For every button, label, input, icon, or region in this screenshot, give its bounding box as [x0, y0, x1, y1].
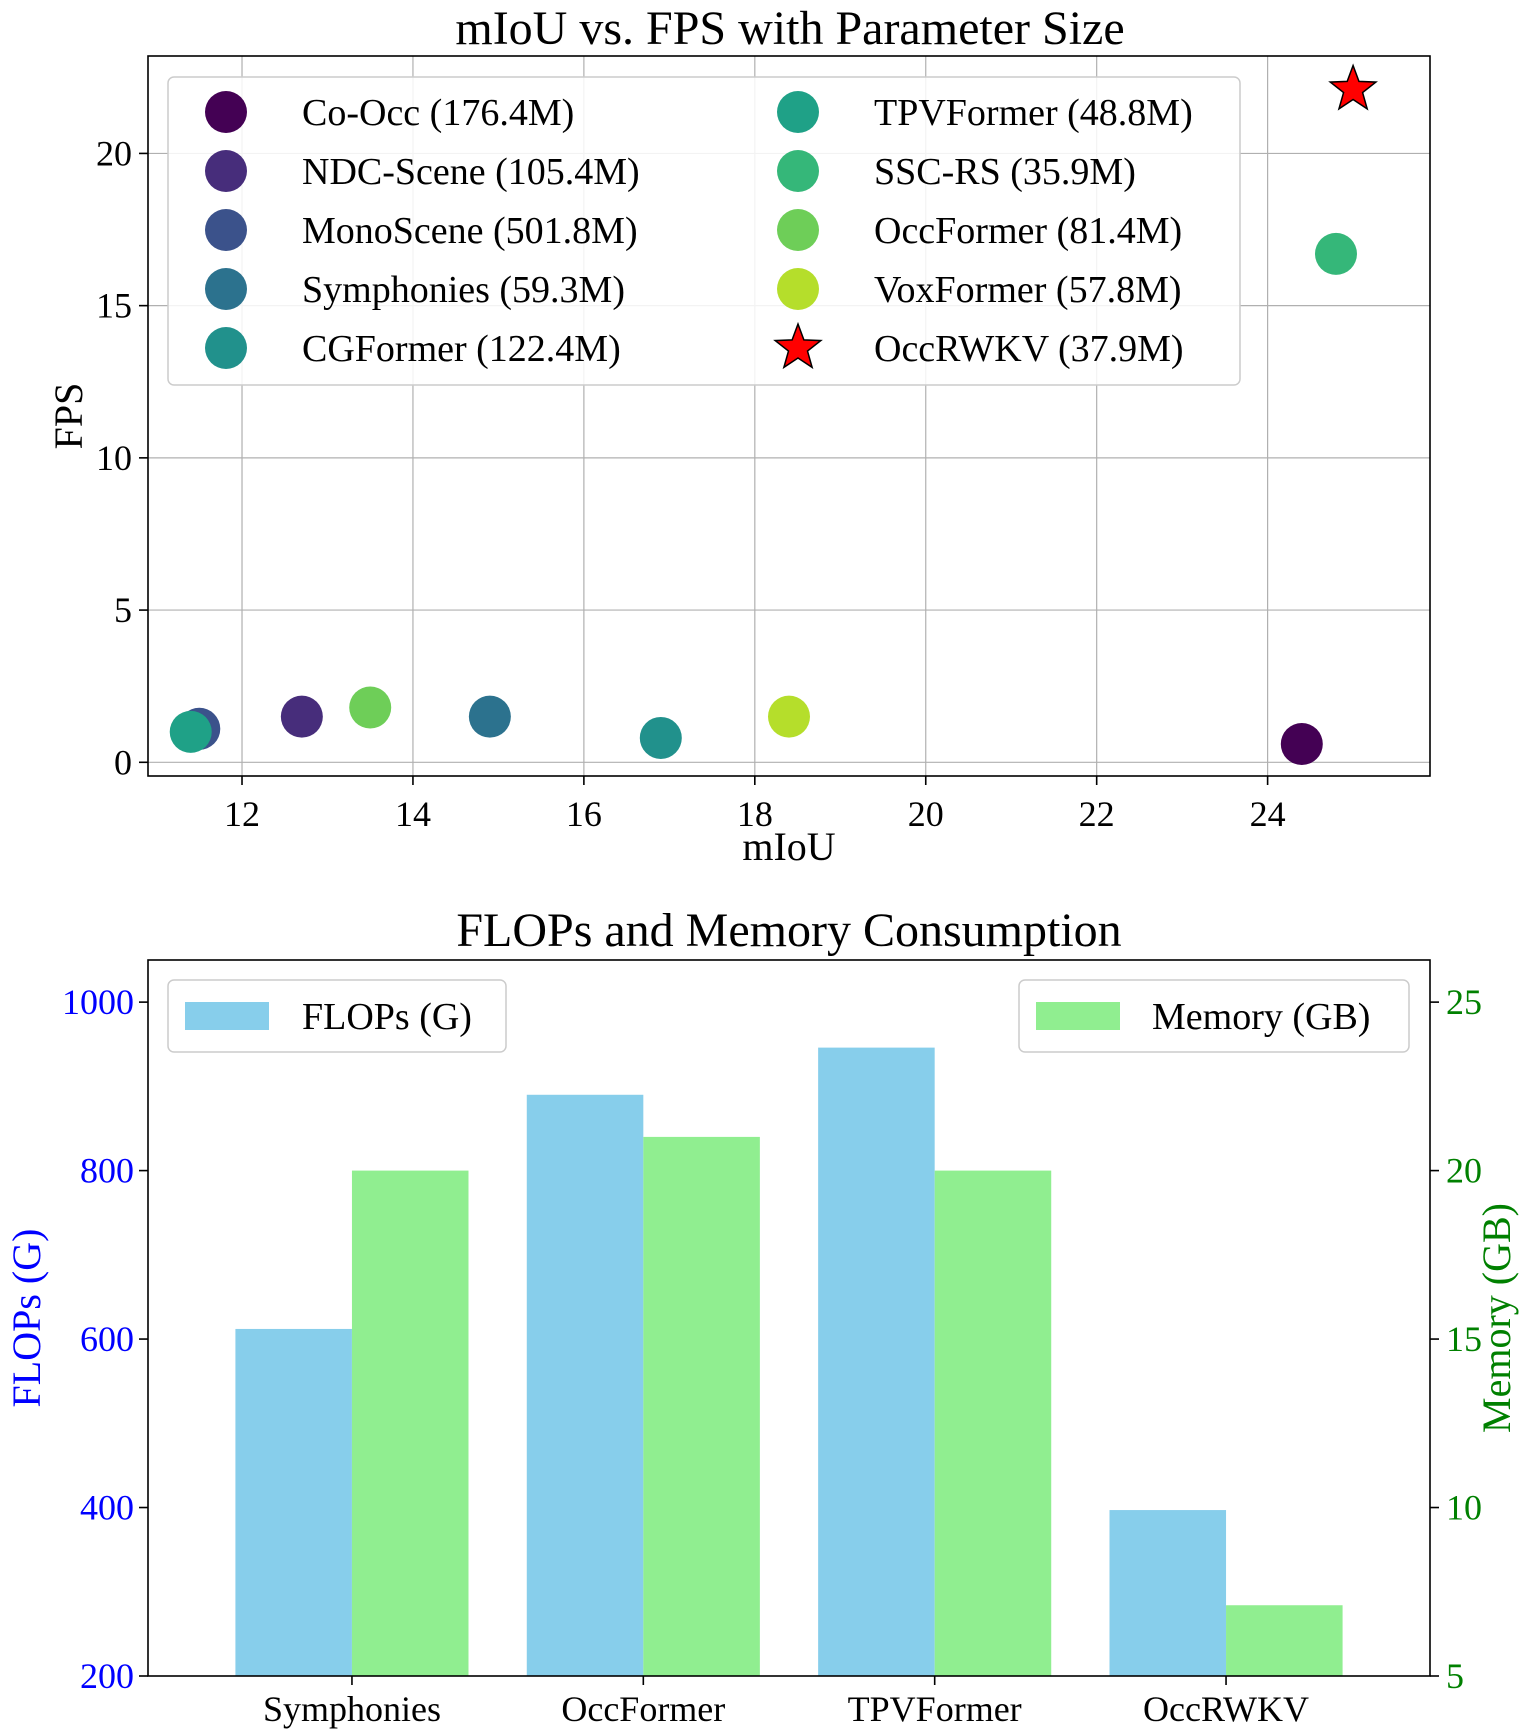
scatter-y-tick-label: 5 — [114, 590, 132, 630]
bar-left-tick-label: 400 — [80, 1488, 134, 1528]
scatter-y-tick-label: 10 — [96, 438, 132, 478]
scatter-chart: mIoU vs. FPS with Parameter Size 12 14 16 1… — [46, 2, 1431, 869]
scatter-points — [169, 63, 1378, 766]
bar-left-tick-label: 200 — [80, 1656, 134, 1696]
bar-marks — [235, 1047, 1343, 1676]
bar-legend-memory: Memory (GB) — [1018, 979, 1410, 1053]
scatter-point-cgformer — [639, 716, 682, 759]
bar-legend-memory-box — [1018, 979, 1410, 1053]
bar-plot-frame — [147, 959, 1431, 1677]
scatter-point-co-occ — [1280, 723, 1323, 766]
scatter-point-occformer — [349, 686, 392, 729]
scatter-point-occrwkv — [1328, 63, 1378, 111]
bar-right-tick-label: 20 — [1446, 1151, 1482, 1191]
legend-label-ssc-rs: SSC-RS (35.9M) — [874, 151, 1136, 193]
scatter-x-tick-label: 22 — [1079, 794, 1115, 834]
legend-marker-tpvformer — [777, 91, 819, 133]
scatter-y-axis-label: FPS — [46, 383, 91, 450]
legend-marker-monoscene — [205, 209, 247, 251]
bar-flops-symphonies — [235, 1328, 352, 1676]
legend-label-ndc-scene: NDC-Scene (105.4M) — [302, 151, 640, 193]
legend-label-co-occ: Co-Occ (176.4M) — [302, 92, 574, 134]
scatter-y-tick-label: 20 — [96, 133, 132, 173]
bar-x-tick-label: TPVFormer — [848, 1689, 1022, 1729]
legend-label-flops: FLOPs (G) — [302, 996, 472, 1038]
scatter-point-tpvformer — [169, 710, 212, 753]
scatter-point-ndc-scene — [280, 695, 323, 738]
legend-label-monoscene: MonoScene (501.8M) — [302, 210, 638, 252]
legend-swatch-flops — [185, 1002, 269, 1030]
scatter-y-tick-label: 0 — [114, 742, 132, 782]
scatter-x-tick-label: 18 — [737, 794, 773, 834]
bar-right-tick-label: 10 — [1446, 1488, 1482, 1528]
bar-right-axis-label: Memory (GB) — [1474, 1203, 1519, 1433]
bar-memory-occrwkv — [1226, 1605, 1343, 1676]
scatter-legend: Co-Occ (176.4M) NDC-Scene (105.4M) MonoSce… — [167, 76, 1241, 386]
bar-memory-symphonies — [351, 1170, 469, 1676]
bar-memory-tpvformer — [934, 1170, 1052, 1676]
legend-label-cgformer: CGFormer (122.4M) — [302, 328, 621, 370]
bar-right-tick-label: 15 — [1446, 1319, 1482, 1359]
scatter-x-tick-label: 20 — [908, 794, 944, 834]
bar-legend-flops: FLOPs (G) — [167, 979, 507, 1053]
legend-marker-symphonies — [205, 268, 247, 310]
scatter-x-tick-label: 14 — [395, 794, 431, 834]
scatter-x-axis-label: mIoU — [742, 824, 835, 869]
legend-label-tpvformer: TPVFormer (48.8M) — [874, 92, 1193, 134]
legend-label-occrwkv: OccRWKV (37.9M) — [874, 328, 1184, 370]
scatter-point-symphonies — [468, 695, 511, 738]
scatter-plot-frame — [147, 55, 1431, 777]
legend-marker-voxformer — [777, 268, 819, 310]
bar-x-tick-label: OccRWKV — [1143, 1689, 1309, 1729]
legend-marker-occrwkv — [773, 321, 823, 370]
legend-marker-cgformer — [205, 327, 247, 369]
bar-right-tick-label: 5 — [1446, 1656, 1464, 1696]
bar-right-tick-label: 25 — [1446, 982, 1482, 1022]
bar-flops-tpvformer — [818, 1047, 935, 1676]
bar-flops-occrwkv — [1109, 1510, 1227, 1676]
bar-left-tick-label: 800 — [80, 1151, 134, 1191]
scatter-legend-entries: Co-Occ (176.4M) NDC-Scene (105.4M) MonoSce… — [205, 91, 1193, 370]
legend-marker-ndc-scene — [205, 150, 247, 192]
legend-marker-occformer — [777, 209, 819, 251]
legend-marker-ssc-rs — [777, 150, 819, 192]
bar-title: FLOPs and Memory Consumption — [456, 904, 1121, 957]
legend-label-voxformer: VoxFormer (57.8M) — [874, 269, 1182, 311]
bar-left-tick-label: 1000 — [62, 982, 134, 1022]
bar-legend-flops-box — [167, 979, 507, 1053]
scatter-point-ssc-rs — [1314, 232, 1357, 275]
legend-label-memory: Memory (GB) — [1152, 996, 1370, 1038]
bar-left-axis-label: FLOPs (G) — [4, 1229, 49, 1408]
bar-memory-occformer — [643, 1136, 760, 1676]
scatter-x-tick-label: 16 — [566, 794, 602, 834]
scatter-legend-box — [167, 76, 1241, 386]
bar-chart: FLOPs and Memory Consumption Symphonies O… — [4, 904, 1519, 1729]
legend-swatch-memory — [1036, 1002, 1120, 1030]
bar-left-tick-label: 600 — [80, 1319, 134, 1359]
legend-marker-co-occ — [205, 91, 247, 133]
bar-x-tick-label: Symphonies — [263, 1689, 441, 1729]
bar-flops-occformer — [526, 1094, 644, 1676]
scatter-title: mIoU vs. FPS with Parameter Size — [455, 2, 1124, 55]
scatter-y-tick-label: 15 — [96, 286, 132, 326]
legend-label-symphonies: Symphonies (59.3M) — [302, 269, 625, 311]
scatter-ticks: 12 14 16 18 20 22 24 0 5 10 15 20 — [96, 133, 1286, 834]
scatter-x-tick-label: 24 — [1250, 794, 1286, 834]
bar-x-tick-label: OccFormer — [561, 1689, 725, 1729]
scatter-x-tick-label: 12 — [224, 794, 260, 834]
legend-label-occformer: OccFormer (81.4M) — [874, 210, 1182, 252]
bar-ticks: Symphonies OccFormer TPVFormer OccRWKV 200 40… — [62, 982, 1482, 1729]
scatter-point-voxformer — [768, 695, 810, 738]
